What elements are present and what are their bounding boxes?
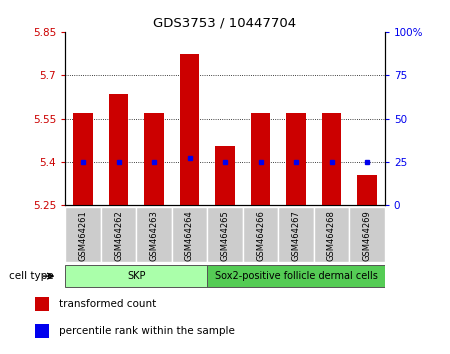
Bar (314, 207, 349, 262)
Text: GSM464262: GSM464262 (114, 210, 123, 261)
Text: GSM464261: GSM464261 (78, 210, 87, 261)
Text: GSM464266: GSM464266 (256, 210, 265, 261)
Text: GSM464269: GSM464269 (363, 210, 372, 261)
Bar (357, 175, 377, 205)
Text: GSM464267: GSM464267 (292, 210, 301, 261)
Bar (243, 207, 278, 262)
Bar (180, 53, 199, 205)
Bar (215, 146, 235, 205)
Bar (109, 94, 128, 205)
Bar (73, 113, 93, 205)
Bar (172, 207, 207, 262)
Bar (278, 207, 314, 262)
Text: GSM464263: GSM464263 (149, 210, 158, 261)
Title: GDS3753 / 10447704: GDS3753 / 10447704 (153, 16, 297, 29)
Bar (207, 207, 243, 262)
Bar (144, 113, 164, 205)
Bar (65, 207, 101, 262)
Bar (65, 265, 207, 287)
Text: percentile rank within the sample: percentile rank within the sample (59, 326, 235, 336)
Bar (136, 207, 172, 262)
Bar (286, 113, 306, 205)
Text: SKP: SKP (127, 270, 145, 281)
Text: transformed count: transformed count (59, 299, 156, 309)
Bar (349, 207, 385, 262)
Text: cell type: cell type (9, 271, 54, 281)
Bar (207, 265, 385, 287)
Bar (35, 324, 49, 338)
Text: GSM464264: GSM464264 (185, 210, 194, 261)
Text: Sox2-positive follicle dermal cells: Sox2-positive follicle dermal cells (215, 270, 378, 281)
Text: GSM464265: GSM464265 (220, 210, 230, 261)
Bar (101, 207, 136, 262)
Bar (322, 113, 341, 205)
Text: GSM464268: GSM464268 (327, 210, 336, 261)
Bar (251, 113, 270, 205)
Bar (35, 297, 49, 311)
